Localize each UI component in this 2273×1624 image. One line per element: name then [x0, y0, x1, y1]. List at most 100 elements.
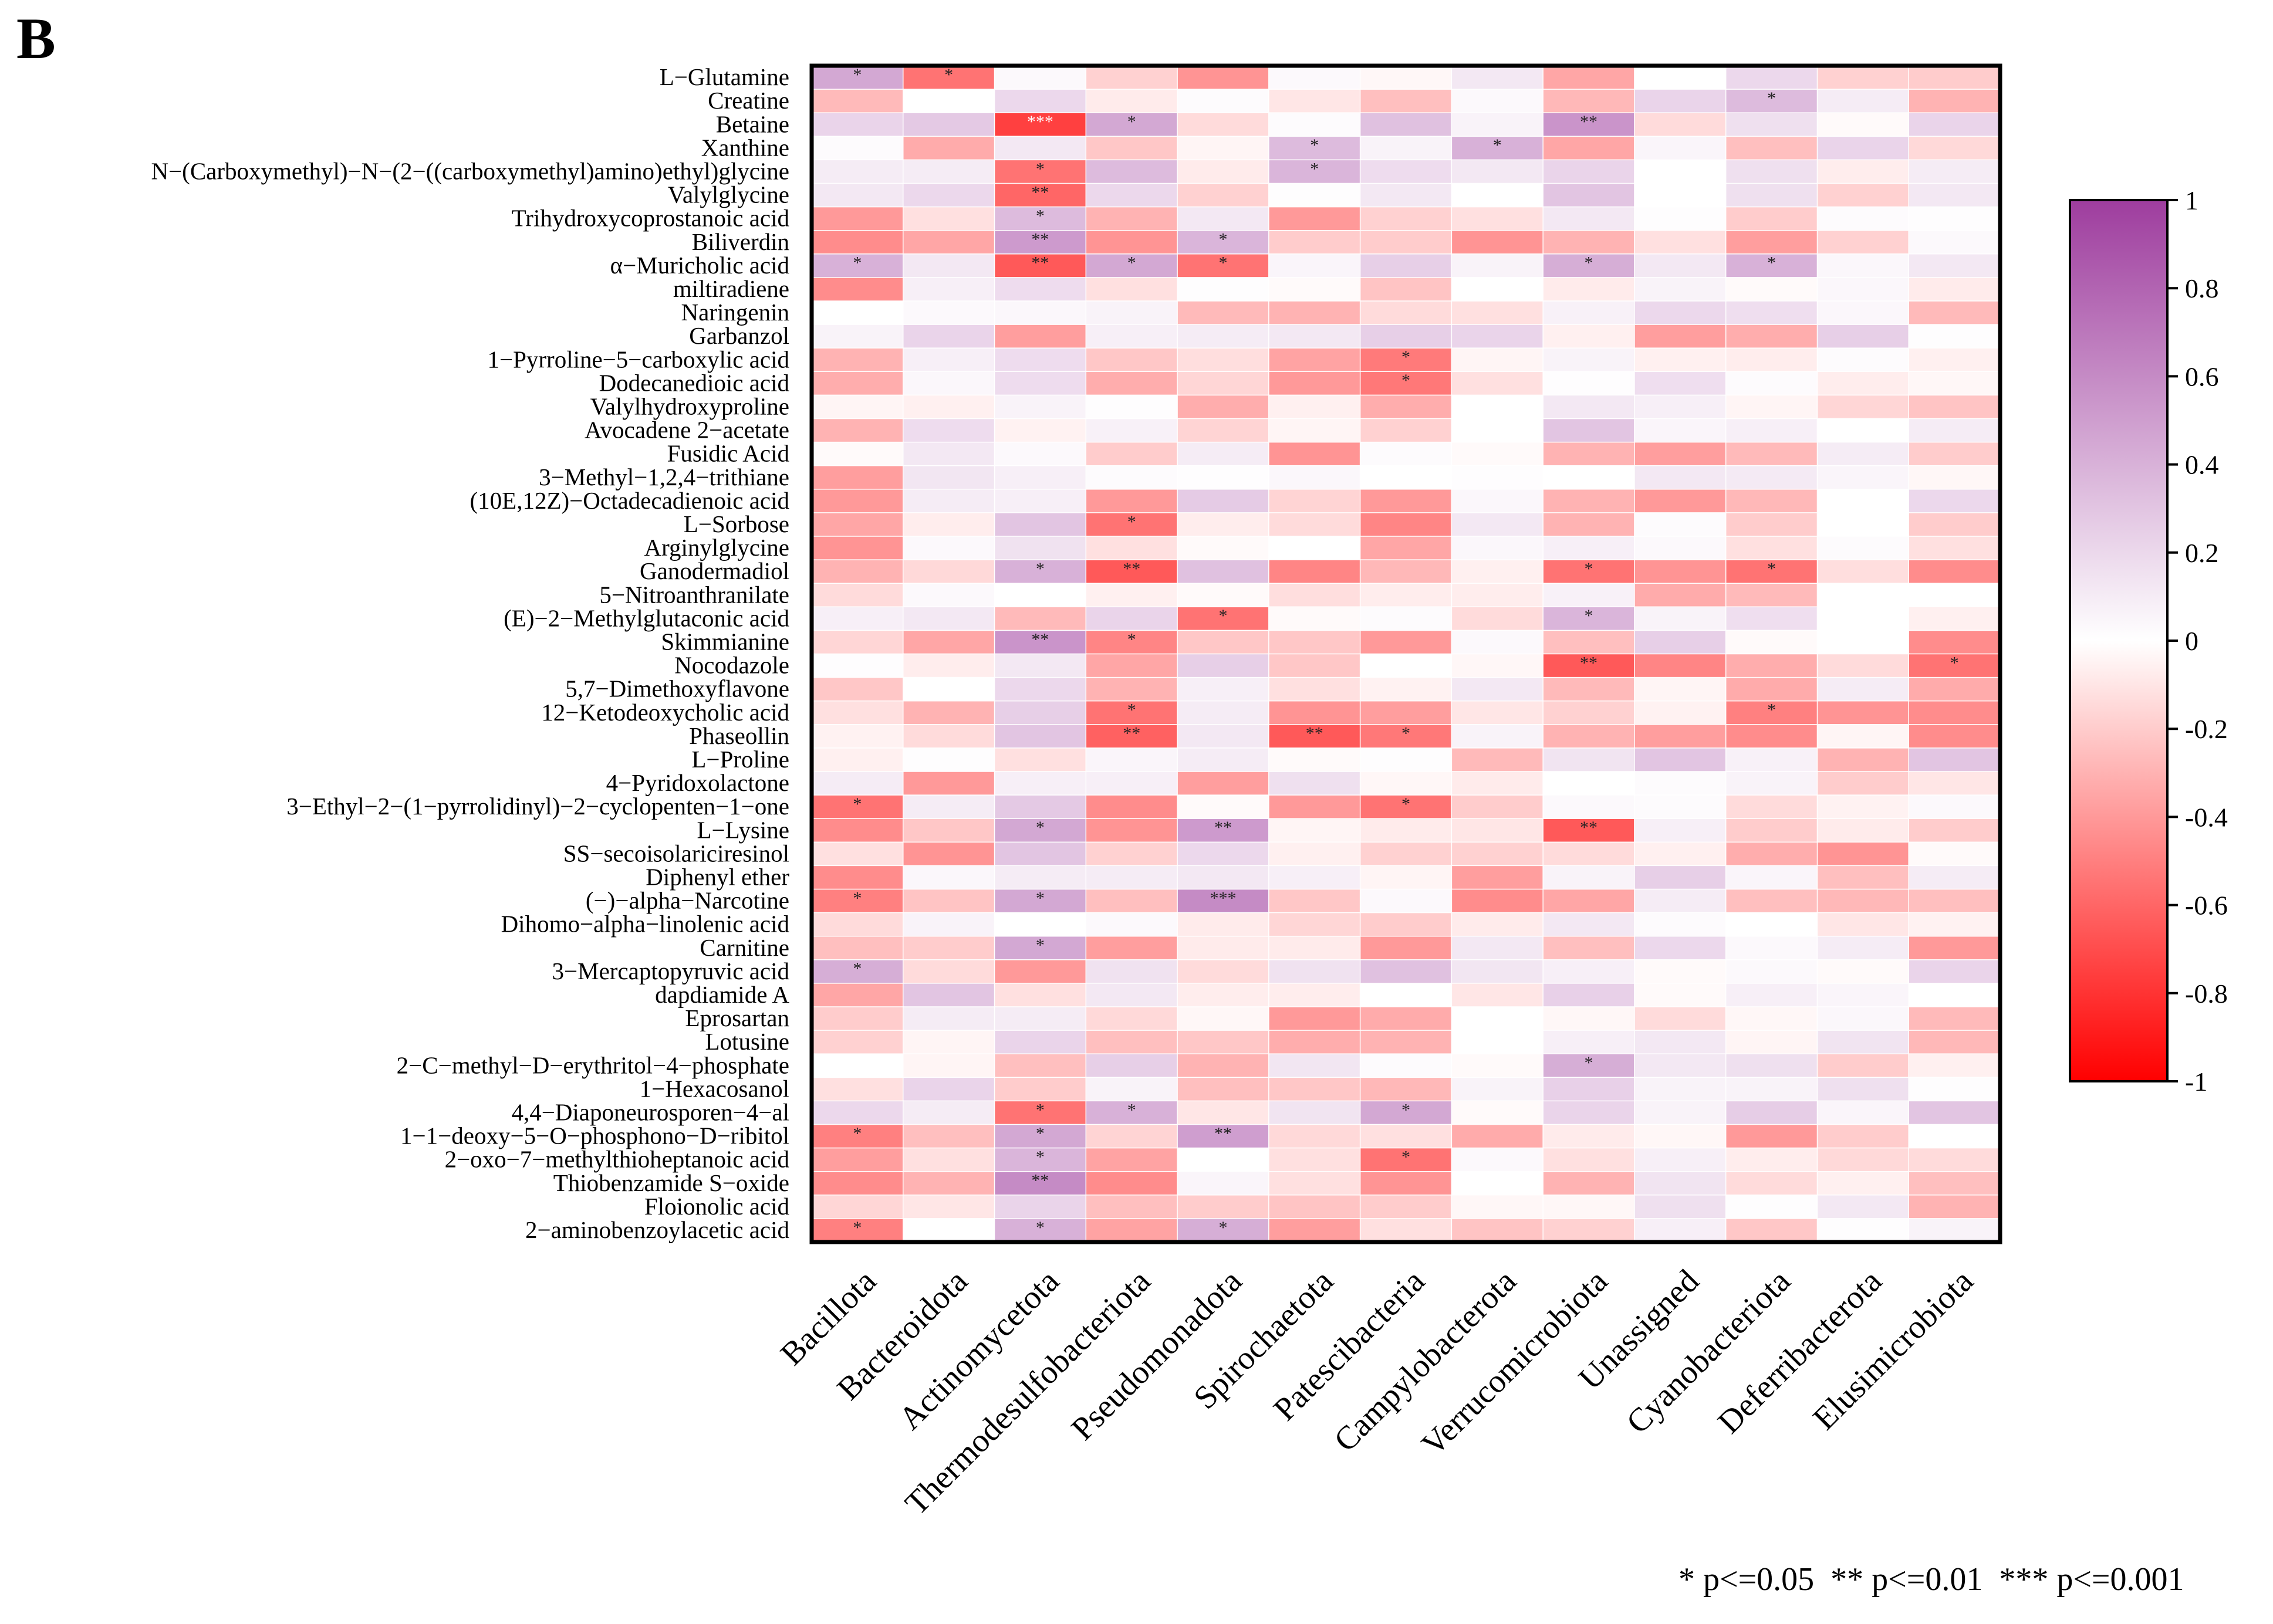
- heatmap-cell: [811, 300, 904, 326]
- significance-label: **: [1306, 724, 1323, 743]
- heatmap-cell: [811, 371, 904, 396]
- heatmap-cell: [1451, 1195, 1544, 1220]
- heatmap-cell: [811, 983, 904, 1008]
- row-label: Floionolic acid: [644, 1193, 789, 1220]
- heatmap-cell: [1177, 559, 1270, 584]
- heatmap-cell: [811, 347, 904, 373]
- colorbar-tick-label: -1: [2185, 1067, 2207, 1097]
- heatmap-cell: [1725, 771, 1818, 796]
- heatmap-cell: [1085, 89, 1178, 114]
- heatmap-cell: [1542, 841, 1636, 867]
- heatmap-cell: [1268, 1170, 1361, 1196]
- significance-label: *: [853, 1124, 862, 1143]
- heatmap-cell: [1542, 888, 1636, 914]
- heatmap-cell: [1085, 983, 1178, 1008]
- heatmap-cell: [1359, 465, 1453, 490]
- heatmap-cell: [903, 441, 995, 466]
- heatmap-cell: [1359, 630, 1453, 655]
- heatmap-cell: [1908, 1218, 2001, 1243]
- heatmap-cell: [1725, 818, 1818, 843]
- heatmap-cell: [1908, 983, 2001, 1008]
- heatmap-cell: [811, 136, 904, 161]
- heatmap-cell: [1359, 136, 1453, 161]
- heatmap-cell: [1359, 653, 1453, 678]
- heatmap-cell: [903, 676, 995, 702]
- row-label: (10E,12Z)−Octadecadienoic acid: [470, 487, 789, 514]
- heatmap-cell: [1542, 229, 1636, 255]
- heatmap-cell: [1816, 1195, 1910, 1220]
- panel-label: B: [16, 6, 56, 71]
- heatmap-cell: [811, 418, 904, 443]
- row-label: dapdiamide A: [655, 981, 789, 1008]
- heatmap-cell: [903, 1195, 995, 1220]
- significance-label: *: [1218, 230, 1227, 249]
- heatmap-cell: [1725, 489, 1818, 514]
- heatmap-cell: [994, 747, 1087, 773]
- heatmap-cell: [1177, 1195, 1270, 1220]
- heatmap-cell: [811, 630, 904, 655]
- heatmap-cell: [1816, 724, 1910, 749]
- heatmap-cell: [1085, 65, 1178, 90]
- row-label: 3−Mercaptopyruvic acid: [552, 958, 790, 984]
- row-label: Fusidic Acid: [667, 440, 789, 467]
- heatmap-cell: [1451, 418, 1544, 443]
- significance-label: *: [1127, 630, 1136, 649]
- heatmap-cell: [1634, 277, 1727, 302]
- heatmap-cell: [1268, 324, 1361, 349]
- heatmap-cell: [1725, 277, 1818, 302]
- heatmap-cell: [1816, 136, 1910, 161]
- heatmap-cell: [1725, 65, 1818, 90]
- heatmap-cell: [1451, 441, 1544, 466]
- heatmap-cell: [994, 606, 1087, 631]
- heatmap-cell: [1908, 700, 2001, 726]
- heatmap-cell: [811, 865, 904, 890]
- significance-label: **: [1031, 1171, 1049, 1190]
- heatmap-cell: [1177, 888, 1270, 914]
- significance-label: *: [1036, 888, 1045, 908]
- heatmap-cell: [1451, 253, 1544, 279]
- heatmap-cell: [903, 324, 995, 349]
- significance-label: *: [1218, 606, 1227, 625]
- colorbar-tick-label: 0: [2185, 626, 2198, 656]
- heatmap-cell: [1085, 394, 1178, 419]
- heatmap-cell: [1177, 912, 1270, 937]
- heatmap-cell: [811, 1195, 904, 1220]
- heatmap-cell: [1268, 229, 1361, 255]
- heatmap-cell: [994, 1218, 1087, 1243]
- heatmap-cell: [1451, 841, 1544, 867]
- heatmap-cell: [1085, 1170, 1178, 1196]
- heatmap-cell: [1816, 1053, 1910, 1078]
- heatmap-cell: [903, 112, 995, 137]
- heatmap-cell: [811, 489, 904, 514]
- heatmap-cell: [1908, 277, 2001, 302]
- heatmap-cell: [903, 888, 995, 914]
- heatmap-cell: [994, 959, 1087, 984]
- heatmap-cell: [1725, 983, 1818, 1008]
- heatmap-cell: [1542, 1006, 1636, 1031]
- heatmap-cell: [1634, 1124, 1727, 1149]
- heatmap-cell: [1451, 1147, 1544, 1172]
- heatmap-cell: [1542, 606, 1636, 631]
- heatmap-cell: [1816, 583, 1910, 608]
- heatmap-cell: [811, 206, 904, 231]
- heatmap-cell: [1451, 65, 1544, 90]
- significance-label: *: [1127, 253, 1136, 273]
- heatmap-cell: [1634, 229, 1727, 255]
- heatmap-cell: [1268, 653, 1361, 678]
- heatmap-cell: [1542, 1170, 1636, 1196]
- heatmap-cell: [994, 888, 1087, 914]
- heatmap-cell: [1451, 865, 1544, 890]
- heatmap-cell: [1085, 912, 1178, 937]
- heatmap-cell: [1177, 371, 1270, 396]
- heatmap-cell: [1908, 935, 2001, 961]
- heatmap-cell: [1085, 818, 1178, 843]
- heatmap-cell: [1816, 1077, 1910, 1102]
- heatmap-cell: [1725, 465, 1818, 490]
- heatmap-cell: [1177, 1100, 1270, 1125]
- heatmap-cell: [1908, 1100, 2001, 1125]
- colorbar-tick-label: 0.4: [2185, 450, 2219, 480]
- heatmap-cell: [1177, 1006, 1270, 1031]
- heatmap-cell: [1908, 865, 2001, 890]
- heatmap-cell: [1816, 935, 1910, 961]
- heatmap-cell: [1268, 1218, 1361, 1243]
